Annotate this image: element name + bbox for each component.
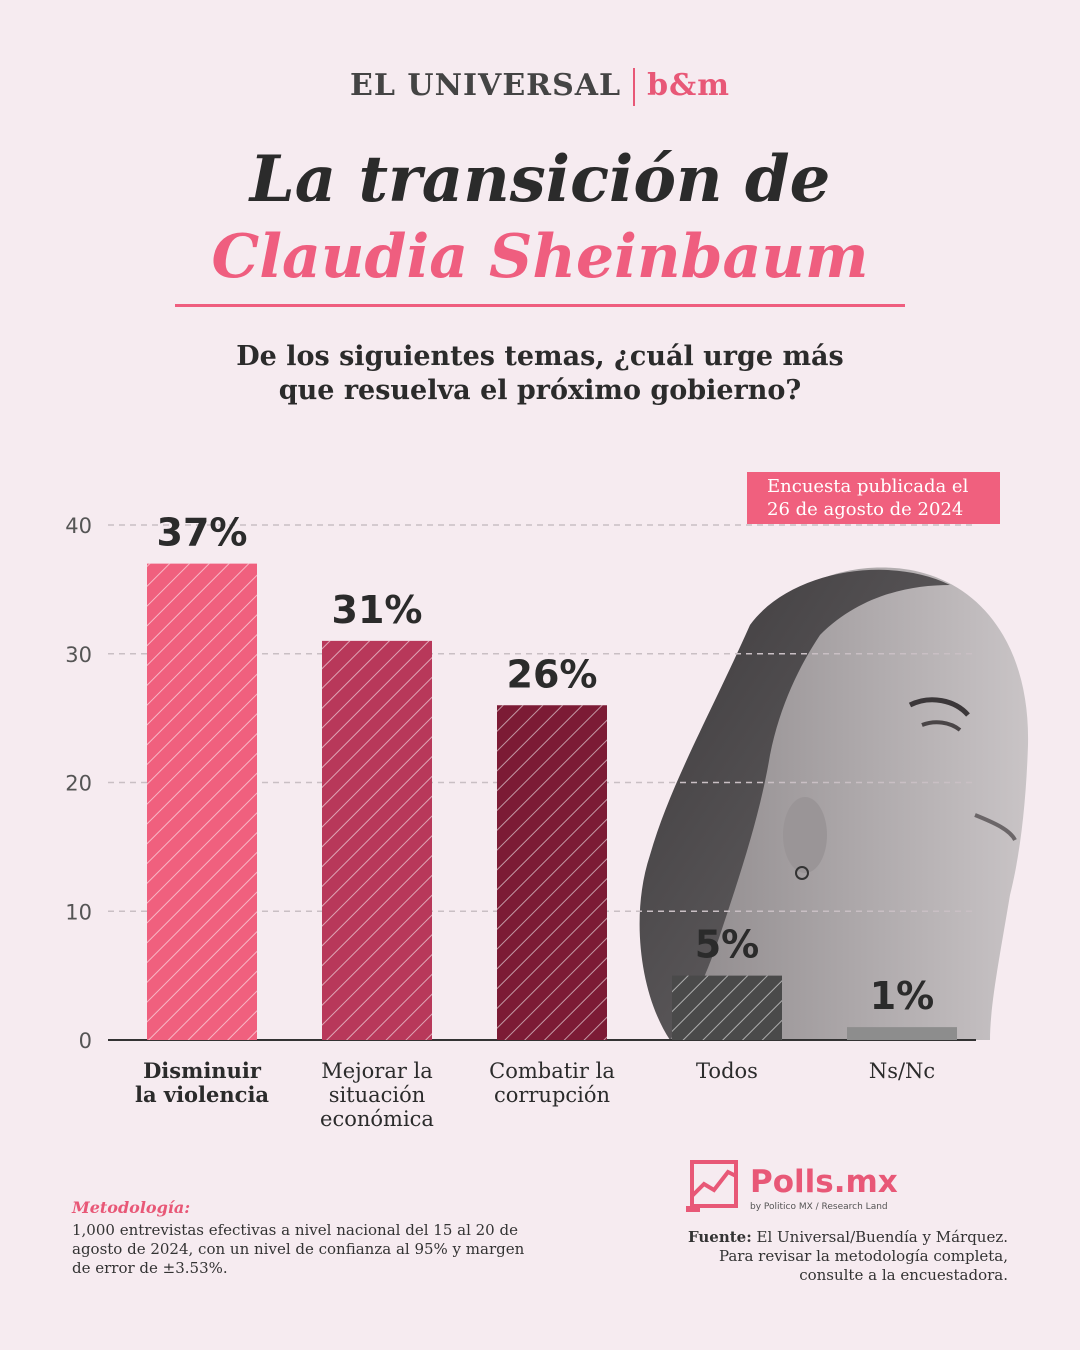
y-tick-label: 40 — [65, 514, 92, 538]
question-line-1: De los siguientes temas, ¿cuál urge más — [236, 341, 844, 372]
y-tick-label: 0 — [79, 1029, 92, 1053]
badge-line-1: Encuesta publicada el — [767, 476, 969, 497]
data-label: 37% — [157, 511, 248, 555]
source-block: Fuente: El Universal/Buendía y Márquez. … — [560, 1228, 1008, 1285]
category-label: Mejorar la situación económica — [320, 1059, 434, 1131]
source-label: Fuente: — [687, 1228, 752, 1246]
title-line-1: La transición de — [249, 142, 831, 217]
source-line-2: Para revisar la metodología completa, — [718, 1247, 1008, 1265]
title-underline — [175, 304, 905, 307]
data-label: 5% — [695, 923, 760, 967]
source-text: El Universal/Buendía y Márquez. — [756, 1228, 1008, 1246]
category-label: Disminuir la violencia — [135, 1058, 269, 1107]
polls-chart-icon — [686, 1160, 738, 1212]
data-label: 1% — [870, 974, 935, 1018]
source-line-3: consulte a la encuestadora. — [799, 1266, 1008, 1284]
methodology-line-3: de error de ±3.53%. — [72, 1259, 228, 1277]
brand-bm: b&m — [647, 68, 730, 103]
logo-subtitle: by Politico MX / Research Land — [750, 1202, 888, 1212]
bar-hatch — [497, 705, 607, 1040]
methodology-line-2: agosto de 2024, con un nivel de confianz… — [72, 1240, 525, 1258]
category-label: Ns/Nc — [869, 1059, 935, 1083]
brand-header: EL UNIVERSAL b&m — [0, 68, 1080, 106]
polls-mx-logo: Polls.mx by Politico MX / Research Land — [686, 1158, 926, 1214]
y-tick-label: 20 — [65, 772, 92, 796]
source-line-1: Fuente: El Universal/Buendía y Márquez. — [560, 1228, 1008, 1247]
badge-line-2: 26 de agosto de 2024 — [767, 499, 964, 520]
data-label: 31% — [332, 588, 423, 632]
logo-name: Polls.mx — [750, 1164, 898, 1200]
data-label: 26% — [507, 652, 598, 696]
bar-hatch — [147, 563, 257, 1040]
publication-date-badge: Encuesta publicada el 26 de agosto de 20… — [747, 472, 1000, 524]
bar-hatch — [322, 640, 432, 1040]
category-label: Todos — [696, 1059, 758, 1083]
question-line-2: que resuelva el próximo gobierno? — [278, 375, 802, 406]
survey-question: De los siguientes temas, ¿cuál urge más … — [140, 340, 940, 408]
brand-el-universal: EL UNIVERSAL — [350, 68, 622, 103]
y-tick-label: 10 — [65, 900, 92, 924]
y-tick-label: 30 — [65, 643, 92, 667]
category-label: Combatir la corrupción — [489, 1059, 615, 1107]
brand-divider — [633, 68, 636, 106]
methodology-title: Metodología: — [72, 1198, 191, 1217]
bar-chart: 0 10 20 30 40 37% 31% 26% 5% 1% Disminuir la viol… — [65, 511, 976, 1131]
title-line-2: Claudia Sheinbaum — [211, 222, 869, 292]
methodology-line-1: 1,000 entrevistas efectivas a nivel naci… — [72, 1221, 518, 1239]
bar — [847, 1027, 957, 1040]
methodology-block: Metodología: 1,000 entrevistas efectivas… — [72, 1198, 612, 1278]
portrait-illustration — [639, 567, 1029, 1040]
bar-hatch — [672, 975, 782, 1040]
